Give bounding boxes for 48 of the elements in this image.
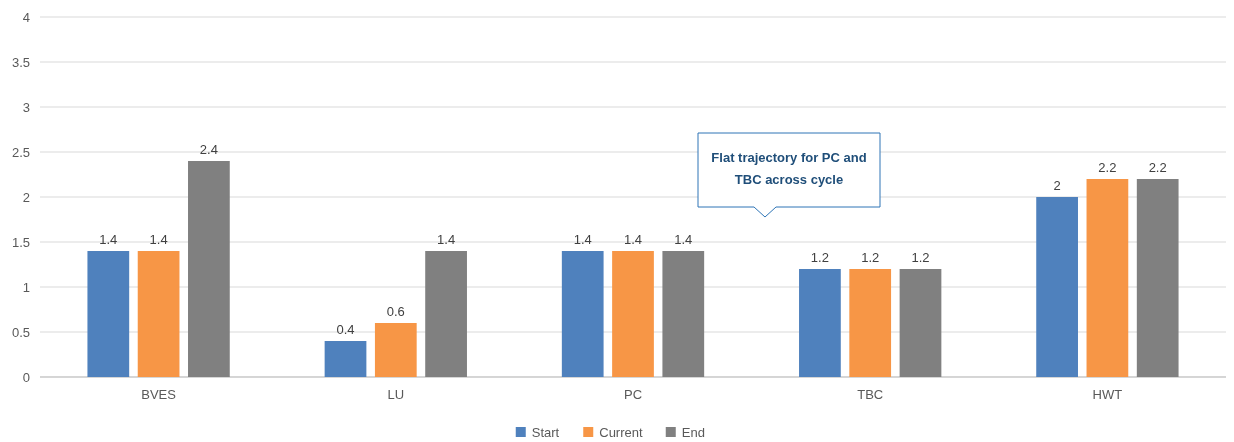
y-tick-label: 3.5: [11, 54, 30, 70]
data-label: 1.2: [810, 250, 829, 265]
x-tick-label: HWT: [1092, 387, 1123, 402]
bar: [1136, 179, 1179, 377]
legend-label: Start: [531, 424, 560, 440]
y-tick-label: 1: [22, 279, 30, 295]
bar: [612, 251, 654, 377]
x-tick-label: PC: [623, 387, 643, 402]
bar: [324, 341, 367, 377]
bar: [561, 251, 604, 377]
data-label: 1.4: [99, 232, 118, 247]
bar: [374, 323, 417, 377]
bar: [799, 269, 841, 377]
y-tick-label: 4: [22, 9, 30, 25]
bar: [1086, 179, 1129, 377]
bar: [137, 251, 180, 377]
data-label: 2.2: [1098, 160, 1117, 175]
data-label: 2.2: [1148, 160, 1167, 175]
x-tick-label: LU: [387, 387, 405, 402]
data-label: 1.4: [623, 232, 643, 247]
x-tick-label: BVES: [141, 387, 177, 402]
bar: [1036, 197, 1078, 377]
bar: [188, 161, 230, 377]
legend-label: End: [681, 424, 705, 440]
bar: [662, 251, 705, 377]
data-label: 1.4: [674, 232, 693, 247]
legend-label: Current: [599, 424, 643, 440]
y-tick-label: 2: [22, 189, 30, 205]
bar: [87, 251, 130, 377]
bar: [425, 251, 467, 377]
data-label: 1.4: [573, 232, 592, 247]
data-label: 1.4: [437, 232, 456, 247]
data-label: 0.6: [386, 304, 405, 319]
x-tick-label: TBC: [857, 387, 884, 402]
data-label: 0.4: [336, 322, 355, 337]
bar: [849, 269, 892, 377]
data-label: 1.2: [911, 250, 930, 265]
annotation: Flat trajectory for PC and TBC across cycle: [711, 150, 867, 187]
data-label: 1.2: [861, 250, 880, 265]
y-tick-label: 0: [22, 369, 30, 385]
bar: [899, 269, 942, 377]
y-tick-label: 0.5: [11, 324, 30, 340]
data-label: 2.4: [199, 142, 218, 157]
y-tick-label: 1.5: [11, 234, 30, 250]
y-tick-label: 3: [22, 99, 30, 115]
y-tick-label: 2.5: [11, 144, 30, 160]
data-label: 1.4: [149, 232, 168, 247]
data-label: 2: [1053, 178, 1061, 193]
